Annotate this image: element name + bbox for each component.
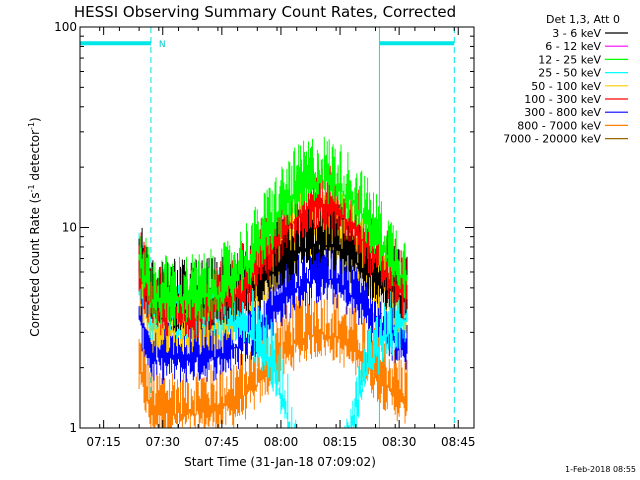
axes: 07:15 07:30 07:45 08:00 08:15 08:30 08:45 1 10 10… [54, 20, 475, 449]
x-tick-label: 08:15 [323, 435, 358, 449]
x-tick-label: 07:15 [86, 435, 121, 449]
legend-label: 100 - 300 keV [524, 93, 601, 106]
legend-label: 7000 - 20000 keV [503, 133, 601, 146]
x-tick-label: 08:00 [264, 435, 299, 449]
legend-label: 800 - 7000 keV [517, 119, 601, 132]
x-tick-label: 07:30 [145, 435, 180, 449]
data-layer [138, 136, 408, 428]
x-tick-label: 08:30 [382, 435, 417, 449]
legend-label: 12 - 25 keV [538, 53, 601, 66]
flag-label-n: N [159, 40, 166, 50]
y-tick-label: 1 [69, 421, 77, 435]
x-axis-label: Start Time (31-Jan-18 07:09:02) [184, 455, 376, 469]
legend-label: 6 - 12 keV [545, 40, 601, 53]
y-tick-label: 10 [62, 221, 77, 235]
legend-title: Det 1,3, Att 0 [546, 13, 620, 26]
legend-label: 300 - 800 keV [524, 106, 601, 119]
series-trace [138, 136, 408, 326]
legend-label: 25 - 50 keV [538, 67, 601, 80]
y-axis-label: Corrected Count Rate (s-1 detector-1) [27, 117, 42, 336]
chart-title: HESSI Observing Summary Count Rates, Cor… [74, 3, 456, 21]
footer-timestamp: 1-Feb-2018 08:55 [565, 465, 636, 474]
y-tick-label: 100 [54, 20, 77, 34]
legend-label: 3 - 6 keV [552, 27, 601, 40]
legend-label: 50 - 100 keV [531, 80, 601, 93]
x-tick-label: 07:45 [205, 435, 240, 449]
x-tick-label: 08:45 [441, 435, 476, 449]
series-trace [138, 290, 408, 428]
